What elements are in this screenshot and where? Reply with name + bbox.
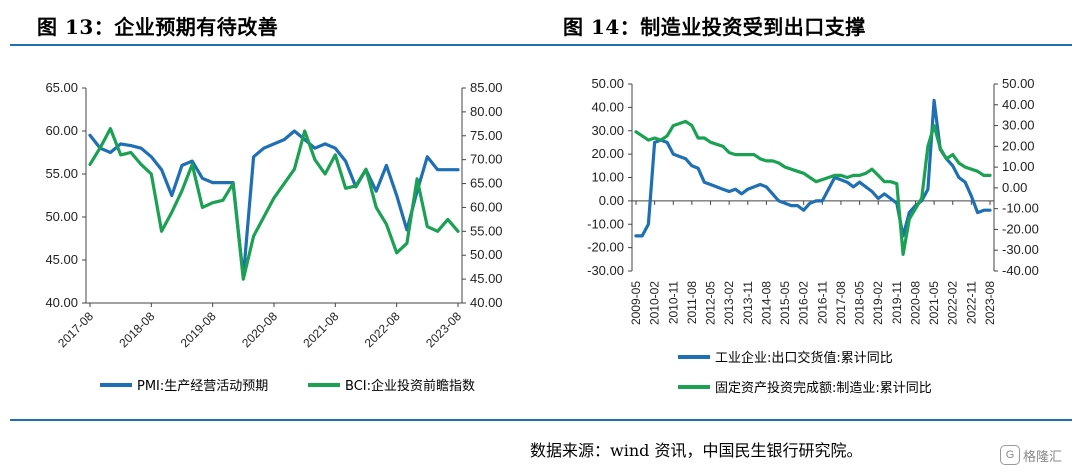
- watermark-text: 格隆汇: [1023, 449, 1063, 465]
- x-tick-label: 2016-02: [797, 281, 811, 325]
- bottom-rule: [10, 419, 1072, 421]
- x-tick-label: 2019-08: [178, 309, 219, 350]
- legend-label-bci: BCI:企业投资前瞻指数: [345, 378, 475, 394]
- source-note: 数据来源：wind 资讯，中国民生银行研究院。: [530, 441, 863, 460]
- left-tick-label: 50.00: [45, 209, 78, 224]
- x-tick-label: 2019-02: [871, 281, 885, 325]
- x-tick-label: 2022-11: [964, 281, 978, 324]
- x-tick-label: 2013-11: [741, 281, 755, 324]
- legend-label-export: 工业企业:出口交货值:累计同比: [715, 350, 893, 366]
- x-tick-label: 2014-08: [759, 281, 773, 325]
- chart-13-title: 图 13：企业预期有待改善: [37, 15, 279, 39]
- x-tick-label: 2013-02: [722, 281, 736, 325]
- chart-14-title: 图 14：制造业投资受到出口支撑: [563, 15, 866, 39]
- left-tick-label: 50.00: [591, 76, 624, 91]
- left-tick-label: 60.00: [45, 123, 78, 138]
- right-tick-label: 55.00: [470, 223, 503, 238]
- x-tick-label: 2021-05: [927, 281, 941, 325]
- left-tick-label: 30.00: [591, 123, 624, 138]
- x-tick-label: 2019-11: [890, 281, 904, 324]
- right-tick-label: -20.00: [1002, 221, 1039, 236]
- right-tick-label: 75.00: [470, 128, 503, 143]
- right-tick-label: 0.00: [1002, 180, 1027, 195]
- x-tick-label: 2023-08: [983, 281, 997, 325]
- left-tick-label: 0.00: [599, 193, 624, 208]
- x-tick-label: 2018-08: [116, 309, 157, 350]
- left-tick-label: -10.00: [587, 216, 624, 231]
- x-tick-label: 2018-05: [853, 281, 867, 325]
- watermark-logo-icon: G: [1000, 445, 1020, 465]
- x-tick-label: 2021-08: [300, 309, 341, 350]
- left-tick-label: 45.00: [45, 252, 78, 267]
- legend-label-pmi: PMI:生产经营活动预期: [137, 379, 268, 394]
- left-tick-label: 40.00: [45, 295, 78, 310]
- x-tick-label: 2010-11: [666, 281, 680, 324]
- series-line-blue: [634, 98, 992, 238]
- right-tick-label: 70.00: [470, 152, 503, 167]
- x-tick-label: 2015-05: [778, 281, 792, 325]
- right-tick-label: 20.00: [1002, 138, 1035, 153]
- legend-label-fai: 固定资产投资完成额:制造业:累计同比: [715, 380, 932, 396]
- x-tick-label: 2010-02: [648, 281, 662, 325]
- x-tick-label: 2016-11: [815, 281, 829, 324]
- x-tick-label: 2017-08: [55, 309, 96, 350]
- right-tick-label: 30.00: [1002, 118, 1035, 133]
- x-tick-label: 2020-08: [239, 309, 280, 350]
- left-tick-label: 65.00: [45, 80, 78, 95]
- left-tick-label: 10.00: [591, 170, 624, 185]
- right-tick-label: 10.00: [1002, 159, 1035, 174]
- series-line-green: [88, 126, 460, 281]
- right-tick-label: 50.00: [1002, 76, 1035, 91]
- left-tick-label: 20.00: [591, 146, 624, 161]
- right-tick-label: 50.00: [470, 247, 503, 262]
- left-tick-label: -20.00: [587, 240, 624, 255]
- x-tick-label: 2012-05: [704, 281, 718, 325]
- chart-14: 50.00 40.00 30.00 20.00 10.00 0.00 -10.00 -20.0…: [587, 76, 1039, 396]
- right-tick-label: 45.00: [470, 271, 503, 286]
- left-tick-label: -30.00: [587, 263, 624, 278]
- right-tick-label: 60.00: [470, 199, 503, 214]
- x-tick-label: 2020-08: [908, 281, 922, 325]
- top-rule: [10, 44, 1072, 46]
- right-tick-label: -40.00: [1002, 263, 1039, 278]
- series-line-green: [634, 119, 992, 256]
- x-tick-label: 2017-08: [834, 281, 848, 325]
- watermark: G 格隆汇: [1000, 444, 1076, 466]
- left-tick-label: 55.00: [45, 166, 78, 181]
- right-tick-label: 85.00: [470, 80, 503, 95]
- chart-13: 65.00 60.00 55.00 50.00 45.00 40.00 85.00 80.00…: [45, 80, 503, 394]
- right-tick-label: 40.00: [470, 295, 503, 310]
- x-tick-label: 2009-05: [629, 281, 643, 325]
- x-tick-label: 2011-08: [685, 281, 699, 324]
- right-tick-label: -10.00: [1002, 201, 1039, 216]
- x-tick-label: 2022-02: [946, 281, 960, 325]
- left-tick-label: 40.00: [591, 99, 624, 114]
- right-tick-label: 80.00: [470, 104, 503, 119]
- x-tick-label: 2023-08: [423, 309, 464, 350]
- x-tick-label: 2022-08: [362, 309, 403, 350]
- right-tick-label: 65.00: [470, 176, 503, 191]
- right-tick-label: 40.00: [1002, 97, 1035, 112]
- series-line-blue: [88, 129, 460, 279]
- right-tick-label: -30.00: [1002, 242, 1039, 257]
